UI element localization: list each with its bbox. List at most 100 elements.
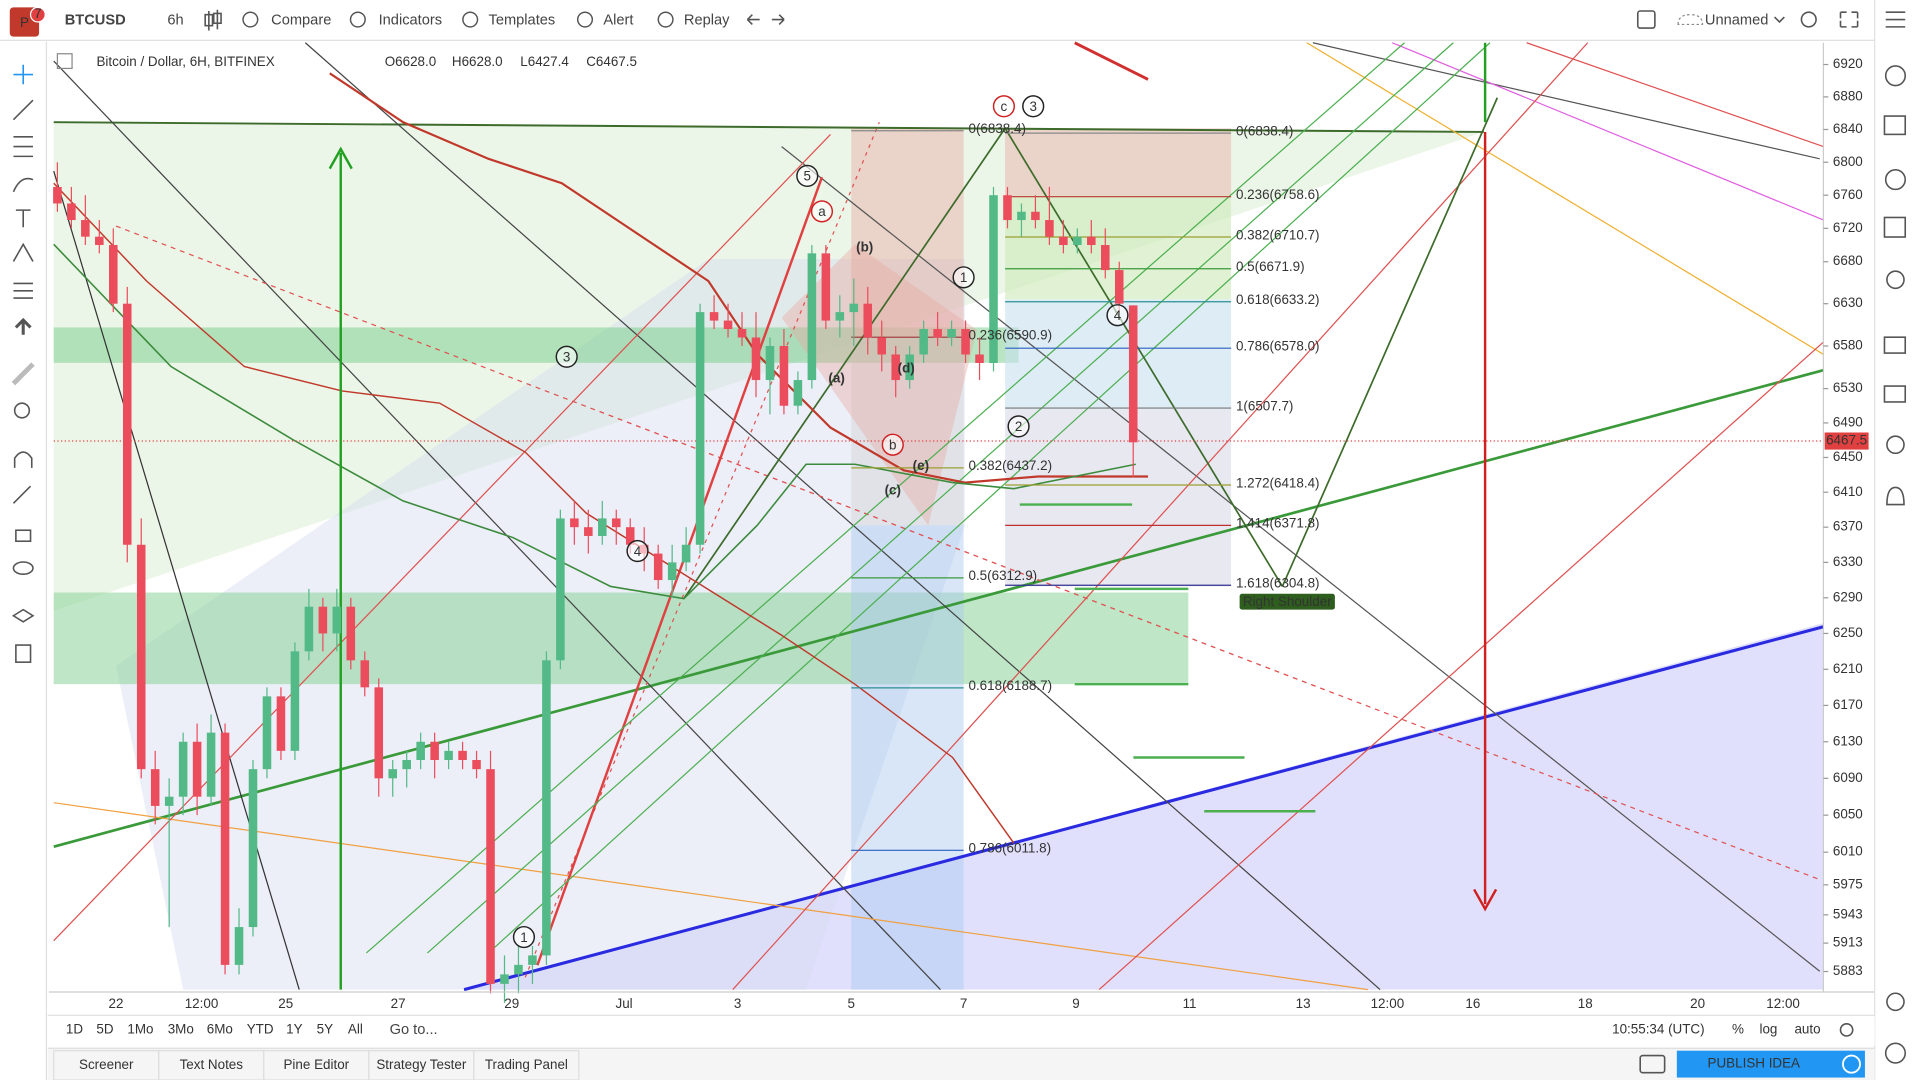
log-toggle[interactable]: log (1759, 1021, 1777, 1036)
lock[interactable] (15, 529, 32, 543)
candle-body (849, 303, 859, 313)
crosshair[interactable] (13, 64, 33, 85)
layout-name[interactable]: Unnamed (1705, 13, 1768, 29)
hotlist[interactable] (1884, 169, 1907, 191)
zoom[interactable] (13, 402, 31, 419)
text-tool[interactable] (15, 209, 31, 228)
axis-settings[interactable] (1839, 1023, 1854, 1037)
toolbar-item[interactable]: Indicators (379, 13, 442, 29)
streams[interactable] (1886, 435, 1905, 455)
pattern-tool[interactable] (12, 242, 34, 262)
candle-body (136, 544, 146, 770)
range-button[interactable]: All (348, 1021, 363, 1036)
publish-button[interactable] (1676, 1050, 1865, 1078)
legend-close: C6467.5 (586, 54, 637, 69)
candle-body (81, 220, 90, 237)
symbol[interactable]: BTCUSD (65, 13, 126, 29)
fib-zone (851, 525, 964, 990)
redo[interactable] (771, 14, 785, 25)
go-to[interactable]: Go to... (390, 1022, 438, 1038)
toolbar-item[interactable]: Templates (489, 13, 556, 29)
range-button[interactable]: 5Y (317, 1021, 333, 1036)
candle-body (1045, 220, 1054, 237)
tab[interactable] (53, 1050, 160, 1080)
logo-text: P (20, 15, 29, 30)
range-button[interactable]: 5D (96, 1021, 113, 1036)
range-button[interactable]: 1D (66, 1021, 83, 1036)
fib-tool[interactable] (13, 136, 33, 158)
fib-label: 1.618(6304.8) (1236, 576, 1320, 591)
percent-toggle[interactable]: % (1732, 1021, 1744, 1036)
candle-body (1031, 211, 1040, 221)
toolbar-icon (576, 11, 594, 28)
fullscreen-toggle[interactable] (1636, 10, 1656, 29)
chart-type-icon[interactable] (204, 9, 222, 31)
hide[interactable] (12, 561, 34, 576)
legend-toggle[interactable] (56, 53, 73, 70)
ideas[interactable] (1886, 270, 1905, 290)
toolbar-icon (657, 11, 674, 28)
candle-body (332, 606, 342, 634)
fib-label: 0.382(6710.7) (1236, 227, 1320, 242)
play-icon (1842, 1054, 1861, 1074)
brush-tool[interactable] (12, 177, 34, 193)
magnet[interactable] (13, 451, 33, 468)
annotation-box (1239, 593, 1335, 610)
labels: 0(6838.4) 0.236(6590.9) 0.382(6437.2) 0.5(6… (512, 95, 1335, 949)
interval[interactable]: 6h (167, 13, 183, 29)
price-axis[interactable] (1823, 42, 1875, 1002)
candle-body (346, 606, 356, 661)
trend-tool[interactable] (12, 99, 34, 121)
tab-label: Text Notes (180, 1057, 244, 1072)
candle-body (1101, 245, 1110, 271)
wave-label: (a) (828, 370, 844, 385)
undo[interactable] (746, 14, 760, 25)
tab-label: Trading Panel (485, 1057, 568, 1072)
y-tick-label: 5943 (1833, 906, 1863, 921)
settings[interactable] (1800, 11, 1817, 28)
stay-drawing[interactable] (12, 485, 32, 504)
ranges: 1D 5D 1Mo 3Mo 6Mo YTD 1Y 5Y All (66, 1021, 363, 1036)
x-tick-label: 12:00 (1371, 996, 1405, 1011)
messages[interactable] (1883, 385, 1907, 403)
y-tick-label: 6210 (1833, 661, 1863, 676)
auto-toggle[interactable]: auto (1794, 1021, 1820, 1036)
tab-label: Screener (79, 1057, 134, 1072)
prediction-tool[interactable] (13, 282, 33, 299)
alerts[interactable] (1884, 65, 1907, 87)
trash[interactable] (15, 644, 32, 663)
chats[interactable] (1883, 336, 1907, 354)
watchlist[interactable] (1885, 11, 1906, 28)
snapshot[interactable] (1639, 1054, 1666, 1074)
tab[interactable] (473, 1050, 580, 1080)
candle-body (360, 660, 370, 688)
right-tools (1883, 11, 1907, 1064)
candle-body (1128, 305, 1138, 443)
notifications[interactable] (1886, 486, 1905, 506)
candle-body (737, 329, 747, 338)
calendar[interactable] (1883, 216, 1907, 238)
range-button[interactable]: YTD (247, 1021, 274, 1036)
toolbar-item[interactable]: Compare (271, 13, 331, 29)
y-tick-label: 6050 (1833, 807, 1863, 822)
object-tree[interactable] (11, 608, 35, 623)
measure[interactable] (11, 362, 35, 386)
wave-circle (1007, 415, 1030, 438)
candle-body (109, 245, 118, 304)
toolbar-item[interactable]: Replay (684, 13, 730, 29)
wave-label: a (818, 204, 826, 219)
fullscreen[interactable] (1839, 11, 1859, 28)
icon-tool[interactable] (14, 317, 32, 335)
dropdown[interactable] (1773, 16, 1785, 24)
wave-label: 2 (1015, 419, 1022, 434)
help[interactable] (1884, 1042, 1907, 1064)
range-button[interactable]: 6Mo (207, 1021, 233, 1036)
wave-label: c (1001, 99, 1008, 114)
toolbar-item[interactable]: Alert (603, 13, 633, 29)
data-window[interactable] (1883, 115, 1907, 136)
range-button[interactable]: 1Y (286, 1021, 302, 1036)
toolbar-icon (349, 11, 366, 28)
range-button[interactable]: 1Mo (127, 1021, 153, 1036)
range-button[interactable]: 3Mo (168, 1021, 194, 1036)
bug[interactable] (1886, 992, 1905, 1012)
